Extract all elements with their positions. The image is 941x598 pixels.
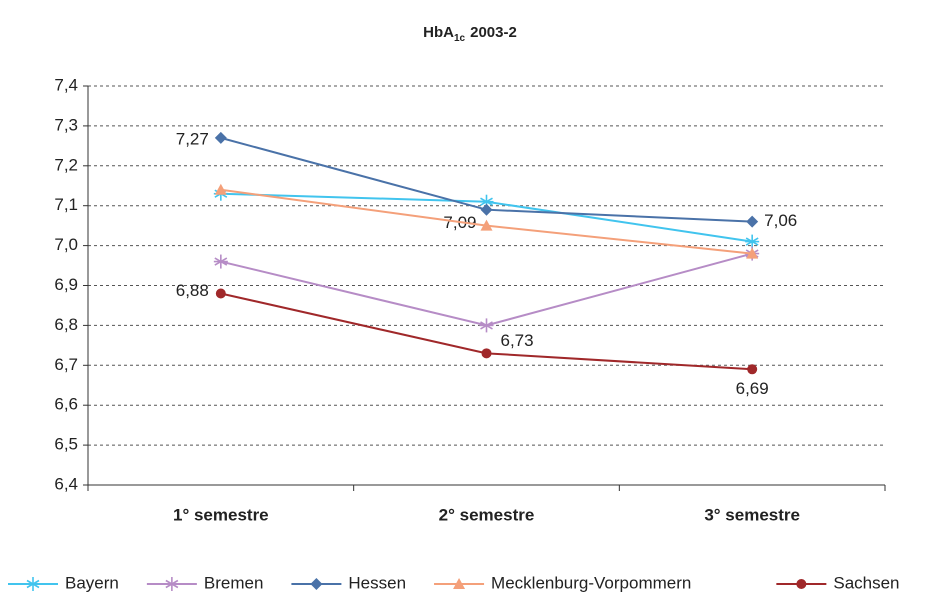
title-subscript: 1c: [454, 33, 466, 44]
data-point: [746, 215, 759, 228]
y-tick-label: 6,6: [54, 395, 78, 414]
y-tick-label: 6,9: [54, 275, 78, 294]
legend-item: Bremen: [146, 573, 264, 592]
data-label: 7,06: [764, 211, 797, 230]
legend-item: Sachsen: [776, 573, 900, 592]
data-point: [481, 348, 492, 359]
y-tick-label: 7,3: [54, 115, 78, 134]
title-main: HbA: [423, 24, 454, 41]
legend-item: Hessen: [291, 573, 406, 592]
x-tick-label: 1° semestre: [173, 505, 269, 524]
data-label: 6,88: [176, 281, 209, 300]
x-tick-label: 2° semestre: [439, 505, 535, 524]
legend-marker: [453, 578, 466, 589]
y-tick-label: 7,0: [54, 235, 78, 254]
y-tick-label: 7,2: [54, 155, 78, 174]
series-line: [220, 252, 753, 327]
data-point: [745, 234, 760, 249]
y-tick-label: 7,4: [54, 75, 78, 94]
data-point: [215, 288, 226, 299]
y-tick-label: 6,5: [54, 435, 78, 454]
data-label: 6,69: [736, 379, 769, 398]
legend-label: Bayern: [65, 573, 119, 592]
title-suffix: 2003-2: [470, 24, 517, 41]
y-tick-label: 6,8: [54, 315, 78, 334]
y-tick-label: 6,7: [54, 355, 78, 374]
y-tick-label: 6,4: [54, 474, 78, 493]
data-point: [214, 131, 227, 144]
legend-item: Mecklenburg-Vorpommern: [434, 573, 691, 592]
data-point: [746, 247, 759, 259]
legend-marker: [796, 579, 807, 589]
legend-marker: [310, 578, 323, 590]
x-tick-label: 3° semestre: [704, 505, 800, 524]
data-label: 6,73: [501, 331, 534, 350]
data-point: [213, 254, 228, 269]
legend-label: Hessen: [348, 573, 406, 592]
legend-label: Bremen: [204, 573, 264, 592]
data-point: [214, 183, 227, 195]
legend-marker: [26, 577, 40, 591]
data-label: 7,27: [176, 129, 209, 148]
legend-item: Bayern: [8, 573, 119, 592]
chart-title: HbA1c 2003-2: [423, 24, 517, 44]
data-point: [480, 203, 493, 216]
legend-label: Mecklenburg-Vorpommern: [491, 573, 691, 592]
legend-label: Sachsen: [833, 573, 899, 592]
data-point: [480, 219, 493, 231]
data-point: [747, 364, 758, 375]
y-tick-label: 7,1: [54, 195, 78, 214]
legend-marker: [164, 577, 179, 591]
data-point: [479, 318, 494, 333]
